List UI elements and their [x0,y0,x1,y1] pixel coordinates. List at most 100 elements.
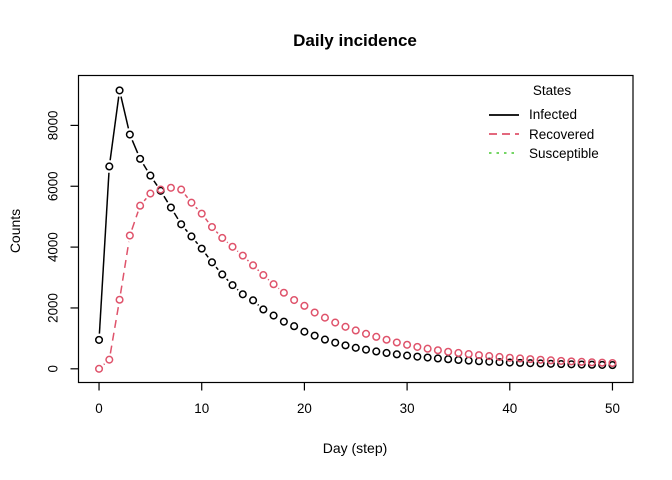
series-segment-infected [163,195,169,203]
series-segment-infected [142,163,148,171]
data-point-infected [577,360,586,369]
data-point-recovered [259,271,268,280]
data-point-recovered [536,355,545,364]
legend-line-recovered-icon [489,133,519,135]
data-point-recovered [423,344,432,353]
data-point-infected [279,317,288,326]
data-point-infected [115,86,124,95]
legend-entry-recovered: Recovered [488,124,616,143]
y-axis-label: Counts [7,208,23,254]
series-segment-infected [131,140,139,154]
x-tick-label: 20 [297,401,312,416]
series-segment-recovered [215,231,219,234]
data-point-infected [351,343,360,352]
legend-entry-infected: Infected [488,105,616,124]
series-segment-recovered [267,278,270,281]
data-point-recovered [608,358,617,368]
y-tick-label: 6000 [46,171,61,201]
y-tick-label: 8000 [46,111,61,141]
data-point-recovered [413,342,422,351]
data-point-recovered [577,357,586,366]
data-point-recovered [515,354,525,363]
data-point-recovered [598,358,607,367]
data-point-infected [218,270,227,279]
data-point-recovered [372,332,381,341]
y-tick-label: 0 [46,365,61,372]
data-point-recovered [105,355,114,364]
data-point-recovered [290,295,299,305]
data-point-recovered [485,352,494,361]
legend-label-infected: Infected [529,107,578,123]
data-point-infected [320,335,329,344]
data-point-infected [197,244,206,253]
data-point-recovered [361,329,371,338]
data-point-recovered [156,185,165,194]
data-point-infected [125,130,134,139]
data-point-infected [177,220,186,229]
data-point-infected [207,258,217,267]
series-segment-infected [120,96,130,129]
data-point-infected [290,322,299,331]
x-tick-label: 10 [194,401,209,416]
y-tick-label: 4000 [46,232,61,262]
data-point-infected [259,305,268,314]
data-point-recovered [218,233,227,243]
legend: States Infected Recovered Susceptible [488,83,616,163]
data-point-recovered [146,189,155,198]
data-point-recovered [331,318,340,327]
data-point-recovered [474,351,484,360]
data-point-infected [485,357,494,366]
data-point-recovered [249,261,258,270]
data-point-infected [557,360,566,369]
data-point-infected [444,355,453,364]
series-segment-recovered [195,206,198,210]
series-segment-recovered [184,194,189,199]
data-point-infected [166,203,175,212]
series-segment-infected [153,180,158,187]
legend-label-susceptible: Susceptible [529,145,599,161]
data-point-infected [454,355,463,365]
data-point-infected [300,327,309,336]
legend-line-susceptible-icon [489,152,519,155]
legend-title: States [532,83,572,98]
legend-line-infected-icon [489,113,519,116]
data-point-infected [228,281,237,290]
series-segment-recovered [143,197,147,202]
data-point-infected [413,352,422,361]
data-point-infected [546,359,555,368]
data-point-recovered [403,340,412,349]
series-segment-recovered [119,241,130,294]
data-point-infected [433,354,442,363]
data-point-infected [464,356,473,365]
series-segment-recovered [131,211,139,230]
data-point-recovered [228,242,237,251]
x-tick-label: 50 [605,401,620,416]
data-point-infected [136,154,145,163]
series-segment-infected [215,266,219,271]
data-point-recovered [94,364,104,373]
series-segment-recovered [236,250,239,253]
series-segment-infected [236,288,239,291]
data-point-infected [505,358,514,367]
data-point-recovered [238,251,247,260]
data-point-infected [310,331,319,340]
data-point-recovered [587,358,596,367]
series-segment-infected [184,228,188,233]
data-point-infected [187,232,196,241]
data-point-recovered [341,322,350,331]
data-point-recovered [310,308,319,317]
legend-label-recovered: Recovered [529,126,595,142]
data-point-recovered [197,209,206,218]
x-tick-label: 40 [502,401,517,416]
data-point-infected [146,171,155,180]
chart-title: Daily incidence [293,31,417,50]
data-point-recovered [115,295,124,304]
data-point-infected [495,358,504,367]
data-point-infected [372,347,381,356]
series-segment-recovered [103,363,106,366]
data-point-recovered [433,346,442,355]
series-segment-infected [257,303,260,306]
data-point-infected [238,290,247,299]
data-point-infected [423,353,432,362]
